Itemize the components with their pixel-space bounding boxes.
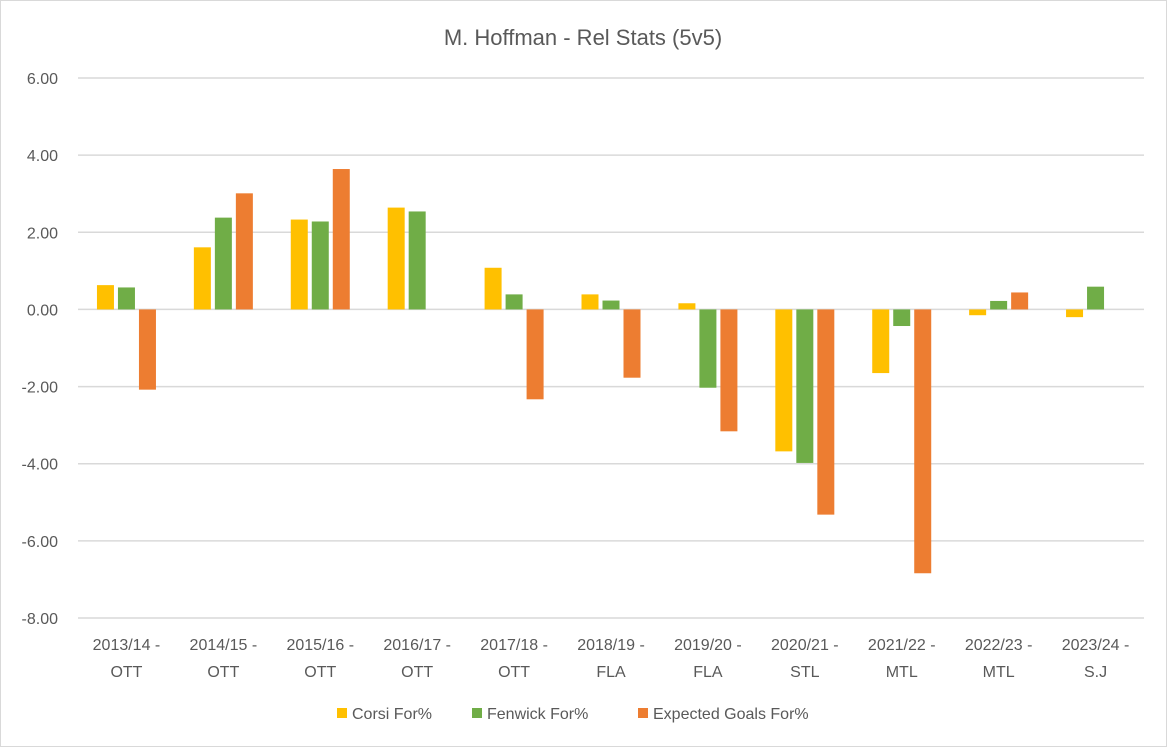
bar-fenwick-for-9 bbox=[990, 300, 1008, 310]
x-category-label: 2022/23 - bbox=[965, 637, 1033, 654]
bar-fenwick-for-0 bbox=[117, 287, 135, 310]
y-tick-label: 6.00 bbox=[27, 71, 58, 88]
bar-expected-goals-for-6 bbox=[720, 309, 738, 432]
x-category-label: 2018/19 - bbox=[577, 637, 645, 654]
bar-corsi-for-7 bbox=[775, 309, 793, 452]
bar-expected-goals-for-7 bbox=[817, 309, 835, 515]
bar-expected-goals-for-0 bbox=[138, 309, 156, 390]
x-category-label: FLA bbox=[596, 664, 626, 681]
x-category-label: MTL bbox=[886, 664, 918, 681]
y-tick-label: -8.00 bbox=[22, 611, 59, 628]
x-category-label: 2013/14 - bbox=[93, 637, 161, 654]
legend-marker bbox=[337, 708, 347, 718]
bar-corsi-for-9 bbox=[969, 309, 987, 316]
bar-fenwick-for-3 bbox=[408, 211, 426, 310]
x-category-label: OTT bbox=[498, 664, 530, 681]
bar-corsi-for-5 bbox=[581, 294, 599, 310]
bar-fenwick-for-1 bbox=[214, 217, 232, 310]
bar-fenwick-for-8 bbox=[893, 309, 911, 327]
y-tick-label: -4.00 bbox=[22, 457, 59, 474]
x-category-label: OTT bbox=[401, 664, 433, 681]
y-tick-label: 0.00 bbox=[27, 302, 58, 319]
bar-fenwick-for-7 bbox=[796, 309, 814, 463]
x-category-label: S.J bbox=[1084, 664, 1107, 681]
bar-corsi-for-2 bbox=[290, 219, 308, 310]
bar-corsi-for-3 bbox=[387, 207, 405, 310]
x-category-label: 2019/20 - bbox=[674, 637, 742, 654]
bar-corsi-for-4 bbox=[484, 267, 502, 310]
x-category-label: FLA bbox=[693, 664, 723, 681]
y-tick-label: -2.00 bbox=[22, 380, 59, 397]
bar-corsi-for-1 bbox=[193, 247, 211, 310]
bar-fenwick-for-5 bbox=[602, 300, 620, 310]
legend-label: Expected Goals For% bbox=[653, 706, 809, 723]
bar-corsi-for-8 bbox=[872, 309, 890, 374]
legend-label: Fenwick For% bbox=[487, 706, 588, 723]
x-category-label: 2020/21 - bbox=[771, 637, 839, 654]
x-category-label: 2014/15 - bbox=[190, 637, 258, 654]
bars bbox=[96, 169, 1105, 574]
bar-expected-goals-for-9 bbox=[1011, 292, 1029, 310]
x-category-label: OTT bbox=[304, 664, 336, 681]
x-category-label: STL bbox=[790, 664, 819, 681]
bar-fenwick-for-10 bbox=[1087, 286, 1105, 310]
x-category-label: OTT bbox=[110, 664, 142, 681]
bar-corsi-for-6 bbox=[678, 303, 696, 310]
bar-fenwick-for-2 bbox=[311, 221, 329, 310]
bar-expected-goals-for-4 bbox=[526, 309, 544, 400]
y-tick-label: -6.00 bbox=[22, 534, 59, 551]
legend-marker bbox=[472, 708, 482, 718]
bar-expected-goals-for-1 bbox=[235, 193, 253, 310]
bar-expected-goals-for-8 bbox=[914, 309, 932, 574]
y-axis-tick-labels: 6.00 4.00 2.00 0.00 -2.00 -4.00 -6.00 -8.00 bbox=[22, 71, 59, 628]
x-category-label: 2021/22 - bbox=[868, 637, 936, 654]
chart-title: M. Hoffman - Rel Stats (5v5) bbox=[444, 25, 722, 50]
x-category-label: MTL bbox=[983, 664, 1015, 681]
bar-corsi-for-0 bbox=[96, 285, 114, 310]
x-axis-category-labels: 2013/14 - OTT 2014/15 - OTT 2015/16 - OTT 2016… bbox=[93, 637, 1130, 681]
legend: Corsi For% Fenwick For% Expected Goals For… bbox=[337, 706, 809, 723]
gridlines bbox=[78, 77, 1144, 619]
bar-corsi-for-10 bbox=[1066, 309, 1084, 318]
bar-expected-goals-for-2 bbox=[332, 169, 350, 310]
bar-fenwick-for-6 bbox=[699, 309, 717, 388]
y-tick-label: 4.00 bbox=[27, 148, 58, 165]
x-category-label: 2015/16 - bbox=[286, 637, 354, 654]
bar-fenwick-for-4 bbox=[505, 294, 523, 310]
bar-expected-goals-for-5 bbox=[623, 309, 641, 378]
legend-marker bbox=[638, 708, 648, 718]
x-category-label: 2017/18 - bbox=[480, 637, 548, 654]
x-category-label: 2016/17 - bbox=[383, 637, 451, 654]
y-tick-label: 2.00 bbox=[27, 225, 58, 242]
x-category-label: 2023/24 - bbox=[1062, 637, 1130, 654]
x-category-label: OTT bbox=[207, 664, 239, 681]
legend-label: Corsi For% bbox=[352, 706, 432, 723]
